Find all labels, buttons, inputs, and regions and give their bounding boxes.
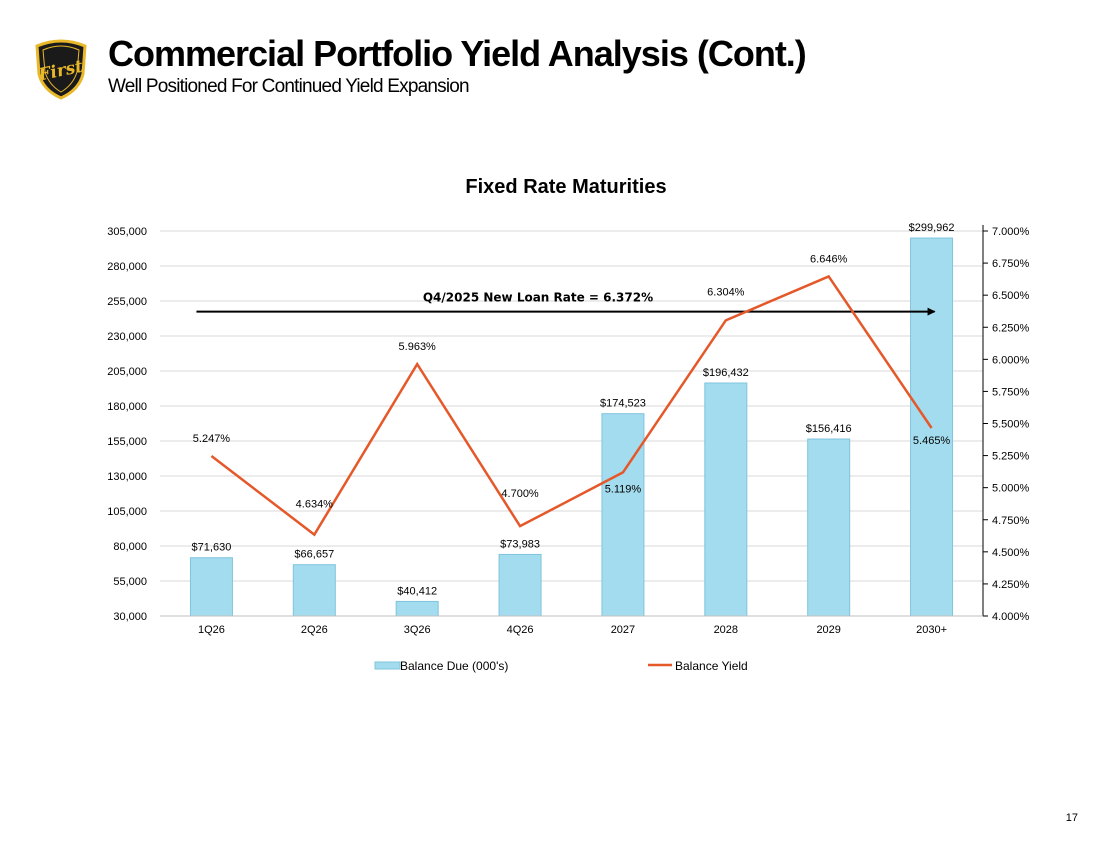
bar-2028 <box>704 382 748 617</box>
right-axis-tick-label: 6.250% <box>992 322 1030 334</box>
bar-2027 <box>601 413 645 617</box>
bar-2029 <box>807 438 851 617</box>
bar-value-label: $73,983 <box>500 538 540 550</box>
bar-3Q26 <box>395 600 439 617</box>
left-axis: 30,000 55,000 80,000 105,000 130,000 155,000 1… <box>107 226 147 623</box>
page-title: Commercial Portfolio Yield Analysis (Con… <box>108 33 807 74</box>
company-logo-icon: First <box>35 39 87 100</box>
line-value-label: 4.634% <box>296 499 334 511</box>
bar-value-label: $299,962 <box>909 222 955 234</box>
line-value-label: 5.963% <box>399 341 437 353</box>
gridlines <box>160 230 983 617</box>
right-axis-tick-label: 4.750% <box>992 515 1030 527</box>
logo-shield <box>35 39 87 100</box>
right-axis-tick-label: 5.750% <box>992 386 1030 398</box>
left-axis-tick-label: 30,000 <box>113 611 147 623</box>
right-axis-tick-label: 5.500% <box>992 419 1030 431</box>
legend-label-balance-due: Balance Due (000's) <box>400 659 508 673</box>
line-value-label: 5.119% <box>605 483 642 495</box>
line-value-label: 5.465% <box>913 435 951 447</box>
x-axis-tick-label: 4Q26 <box>507 624 534 636</box>
x-axis-tick-label: 2030+ <box>916 624 947 636</box>
right-axis: 4.000% 4.250% 4.500% 4.750% 5.000% 5.250% 5.50… <box>982 225 1030 623</box>
line-value-label: 4.700% <box>501 488 539 500</box>
left-axis-tick-label: 80,000 <box>113 541 147 553</box>
x-axis-tick-label: 3Q26 <box>404 624 431 636</box>
right-axis-tick-label: 6.000% <box>992 354 1030 366</box>
data-labels: $71,630 $66,657 $40,412 $73,983 $174,523 $196… <box>192 222 955 597</box>
left-axis-tick-label: 305,000 <box>107 226 147 238</box>
line-value-label: 5.247% <box>193 433 231 445</box>
annotation-label: Q4/2025 New Loan Rate = 6.372% <box>423 291 653 305</box>
left-axis-tick-label: 155,000 <box>107 436 147 448</box>
line-value-label: 6.304% <box>707 286 745 298</box>
line-value-label: 6.646% <box>810 253 848 265</box>
legend: Balance Due (000's) Balance Yield <box>374 659 748 673</box>
bar-value-label: $156,416 <box>806 423 852 435</box>
legend-swatch-balance-due <box>374 661 401 670</box>
line-series <box>210 274 933 537</box>
annotation: Q4/2025 New Loan Rate = 6.372% <box>196 291 936 316</box>
x-axis-tick-label: 2029 <box>816 624 840 636</box>
left-axis-tick-label: 205,000 <box>107 366 147 378</box>
bar-1Q26 <box>189 557 233 617</box>
chart-title: Fixed Rate Maturities <box>465 176 666 198</box>
right-axis-tick-label: 4.250% <box>992 579 1030 591</box>
right-axis-tick-label: 7.000% <box>992 226 1030 238</box>
left-axis-tick-label: 130,000 <box>107 471 147 483</box>
page-subtitle: Well Positioned For Continued Yield Expa… <box>108 76 470 97</box>
page-number: 17 <box>1065 812 1078 824</box>
x-axis-tick-label: 2Q26 <box>301 624 328 636</box>
x-axis-tick-label: 2027 <box>611 624 635 636</box>
bar-value-label: $174,523 <box>600 398 646 410</box>
bar-series <box>189 237 954 617</box>
bar-4Q26 <box>498 553 542 617</box>
bar-value-label: $40,412 <box>397 585 437 597</box>
bar-value-label: $66,657 <box>294 549 334 561</box>
left-axis-tick-label: 105,000 <box>107 506 147 518</box>
balance-yield-line <box>210 274 933 537</box>
x-axis: 1Q26 2Q26 3Q26 4Q26 2027 2028 2029 2030+ <box>160 615 983 636</box>
bar-value-label: $196,432 <box>703 367 749 379</box>
left-axis-tick-label: 230,000 <box>107 331 147 343</box>
left-axis-tick-label: 180,000 <box>107 401 147 413</box>
bar-2Q26 <box>292 564 336 617</box>
x-axis-tick-label: 1Q26 <box>198 624 225 636</box>
bar-value-label: $71,630 <box>192 542 232 554</box>
left-axis-tick-label: 280,000 <box>107 261 147 273</box>
right-axis-tick-label: 4.500% <box>992 547 1030 559</box>
right-axis-tick-label: 5.000% <box>992 483 1030 495</box>
right-axis-tick-label: 6.750% <box>992 258 1030 270</box>
left-axis-tick-label: 55,000 <box>113 576 147 588</box>
legend-label-balance-yield: Balance Yield <box>675 659 748 673</box>
left-axis-tick-label: 255,000 <box>107 296 147 308</box>
right-axis-tick-label: 5.250% <box>992 451 1030 463</box>
right-axis-tick-label: 4.000% <box>992 611 1030 623</box>
right-axis-tick-label: 6.500% <box>992 290 1030 302</box>
x-axis-tick-label: 2028 <box>714 624 738 636</box>
